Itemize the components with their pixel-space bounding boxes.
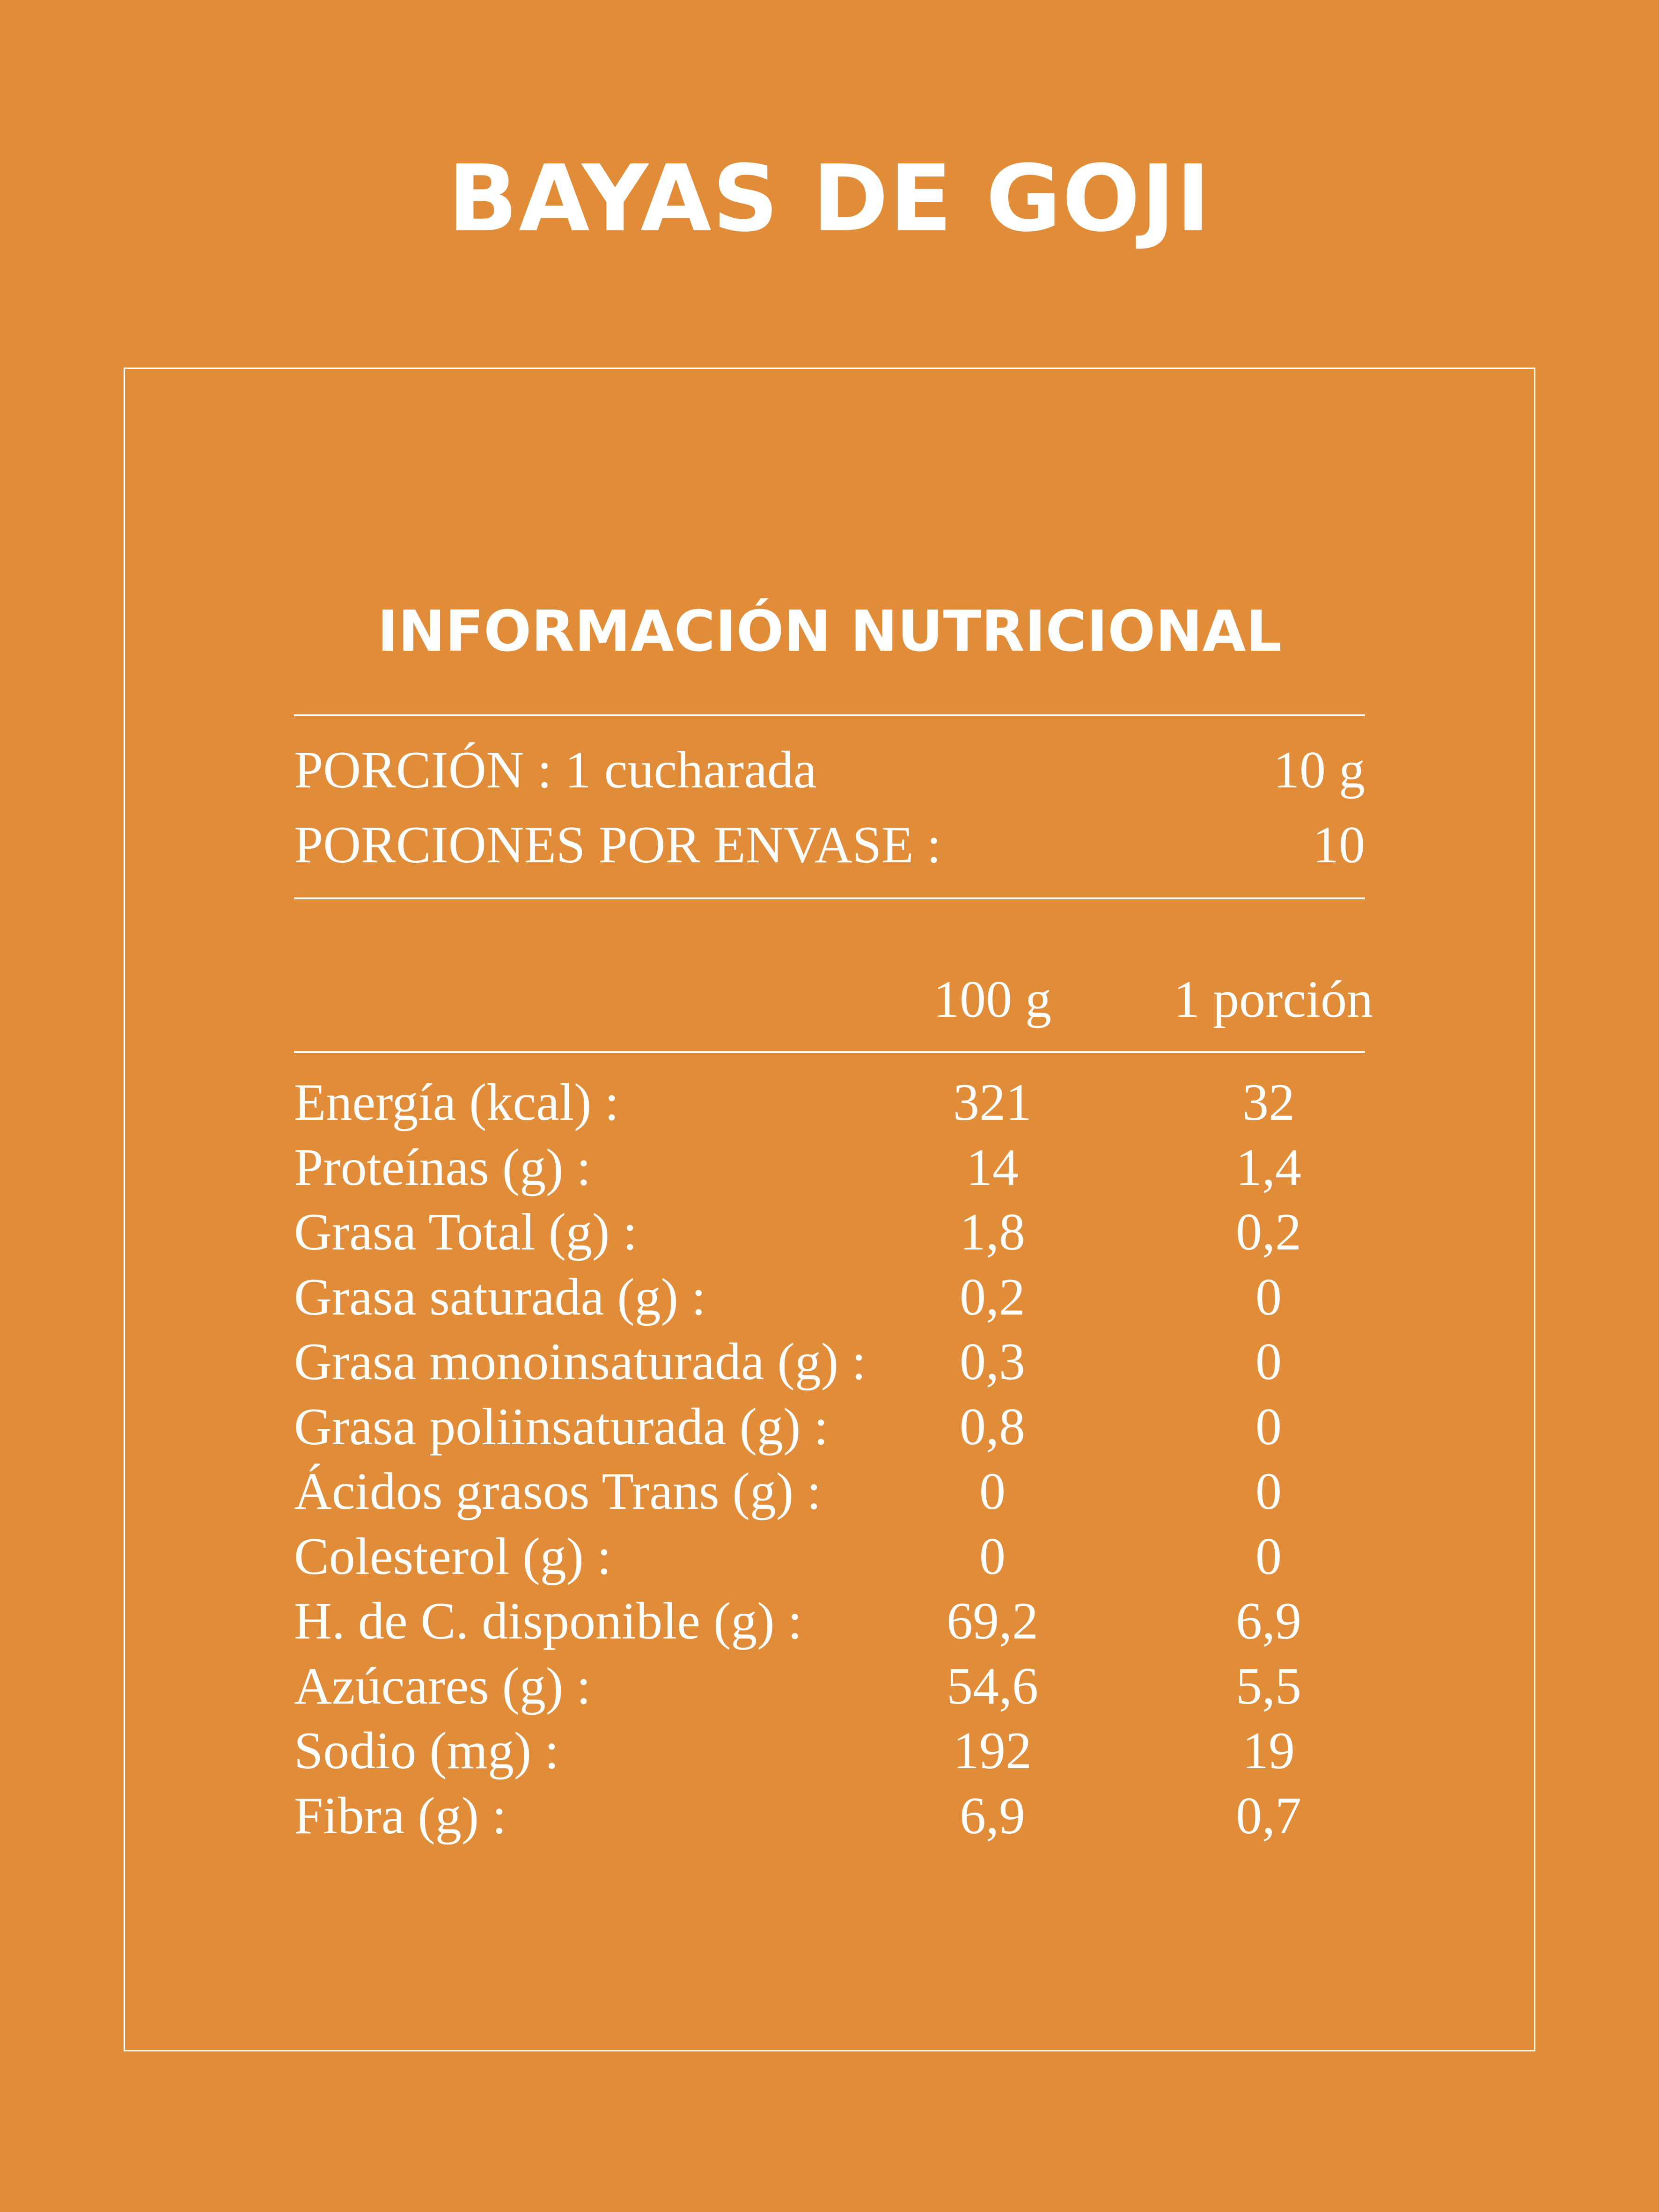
- nutrient-label: Sodio (mg) :: [294, 1722, 559, 1780]
- nutrient-value-100g: 0,2: [960, 1268, 1025, 1326]
- nutrient-value-100g: 69,2: [947, 1592, 1038, 1650]
- nutrition-panel-frame: [124, 367, 1535, 2051]
- servings-label: PORCIONES POR ENVASE :: [294, 816, 941, 874]
- nutrient-value-100g: 0,3: [960, 1333, 1025, 1391]
- divider-top: [294, 714, 1365, 716]
- nutrient-value-portion: 0: [1255, 1268, 1282, 1326]
- nutrient-value-portion: 5,5: [1236, 1657, 1301, 1715]
- nutrient-label: Grasa saturada (g) :: [294, 1268, 706, 1326]
- divider-serving: [294, 897, 1365, 899]
- nutrition-heading: INFORMACIÓN NUTRICIONAL: [377, 599, 1282, 664]
- nutrient-label: Energía (kcal) :: [294, 1073, 619, 1132]
- nutrient-value-portion: 32: [1242, 1073, 1295, 1132]
- nutrient-label: Grasa monoinsaturada (g) :: [294, 1333, 866, 1391]
- nutrient-label: Proteínas (g) :: [294, 1139, 591, 1197]
- column-header-100g: 100 g: [933, 970, 1051, 1029]
- nutrient-label: Ácidos grasos Trans (g) :: [294, 1462, 822, 1521]
- nutrient-label: H. de C. disponible (g) :: [294, 1592, 802, 1650]
- nutrient-value-100g: 0: [979, 1528, 1006, 1586]
- nutrient-value-portion: 0,7: [1236, 1787, 1301, 1845]
- nutrient-value-portion: 0: [1255, 1398, 1282, 1456]
- nutrient-value-portion: 19: [1242, 1722, 1295, 1780]
- nutrient-value-100g: 0: [979, 1462, 1006, 1521]
- nutrient-label: Fibra (g) :: [294, 1787, 507, 1845]
- nutrient-value-portion: 1,4: [1236, 1139, 1301, 1197]
- nutrient-label: Colesterol (g) :: [294, 1528, 612, 1586]
- portion-label: PORCIÓN : 1 cucharada: [294, 741, 817, 799]
- nutrient-value-portion: 0: [1255, 1528, 1282, 1586]
- column-header-portion: 1 porción: [1173, 970, 1373, 1029]
- nutrient-value-portion: 0: [1255, 1333, 1282, 1391]
- nutrient-value-portion: 6,9: [1236, 1592, 1301, 1650]
- nutrient-label: Grasa Total (g) :: [294, 1203, 638, 1261]
- nutrient-value-portion: 0,2: [1236, 1203, 1301, 1261]
- portion-value: 10 g: [1273, 741, 1365, 799]
- servings-value: 10: [1313, 816, 1365, 874]
- product-title: BAYAS DE GOJI: [448, 146, 1211, 252]
- nutrient-value-100g: 0,8: [960, 1398, 1025, 1456]
- divider-columns: [294, 1051, 1365, 1053]
- nutrient-value-100g: 192: [953, 1722, 1032, 1780]
- nutrient-label: Grasa poliinsaturada (g) :: [294, 1398, 829, 1456]
- nutrient-value-100g: 1,8: [960, 1203, 1025, 1261]
- nutrient-value-100g: 14: [966, 1139, 1019, 1197]
- nutrient-value-100g: 54,6: [947, 1657, 1038, 1715]
- nutrient-value-100g: 321: [953, 1073, 1032, 1132]
- nutrient-label: Azúcares (g) :: [294, 1657, 591, 1715]
- nutrient-value-100g: 6,9: [960, 1787, 1025, 1845]
- nutrient-value-portion: 0: [1255, 1462, 1282, 1521]
